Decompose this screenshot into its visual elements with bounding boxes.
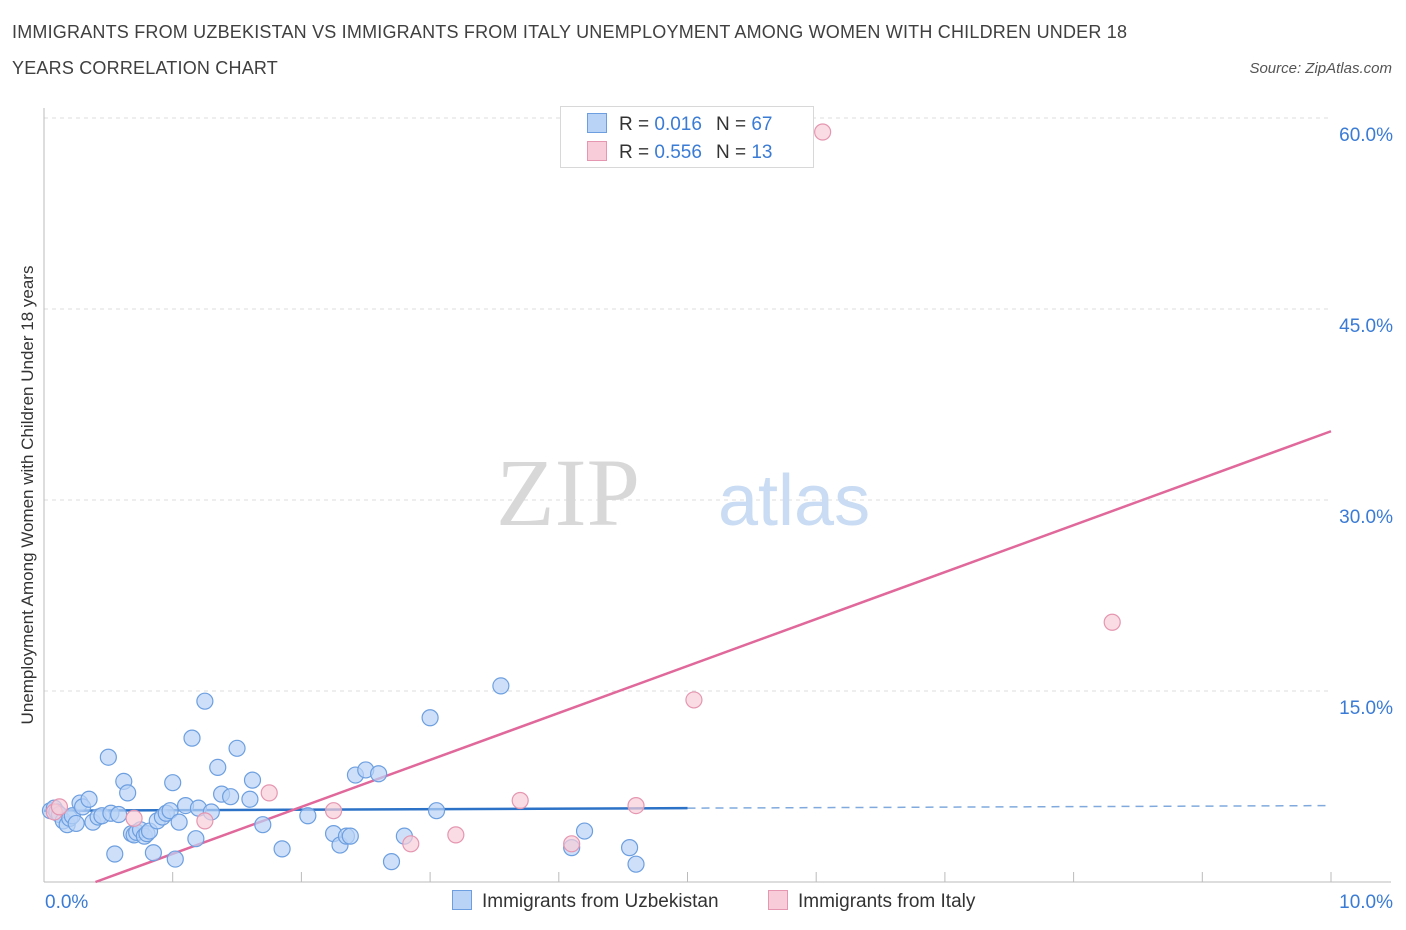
uzbekistan-point [161,802,179,820]
uzbekistan-point [187,830,205,848]
gridlines [44,117,1331,692]
n-value-italy: 13 [751,142,773,163]
uzbekistan-point [243,771,262,789]
uzbekistan-point [254,816,272,834]
chart-source: Source: ZipAtlas.com [1249,60,1392,77]
watermark-atlas: atlas [718,461,870,541]
uzbekistan-trend-line [43,806,688,812]
x-tick-label: 10.0% [1339,892,1393,913]
uzbekistan-point [164,774,182,792]
italy-trend-line [95,430,1332,884]
n-label: N = [715,114,747,135]
italy-swatch [587,141,607,161]
uzbekistan-point [370,765,388,783]
trend-lines [43,430,1332,884]
uzbekistan-point [110,805,128,824]
watermark: ZIP atlas [496,439,870,546]
italy-point [563,835,581,853]
uzbekistan-point [166,850,184,868]
uzbekistan-point [170,813,188,831]
uzbekistan-point [341,827,359,845]
y-tick-label: 30.0% [1339,507,1393,528]
r-label: R = [619,114,650,135]
uzbekistan-point [273,840,291,858]
uzbekistan-swatch [587,113,607,133]
y-tick-label: 15.0% [1339,698,1393,719]
uzbekistan-swatch [452,890,472,910]
axes [43,108,1391,883]
italy-point [447,826,465,844]
y-tick-label: 60.0% [1339,125,1393,146]
italy-point [511,791,529,810]
uzbekistan-point [144,844,162,862]
italy-point [685,691,703,709]
italy-point [402,835,420,853]
uzbekistan-point [241,790,259,808]
uzbekistan-point [99,748,117,766]
uzbekistan-point [620,839,639,857]
uzbekistan-point [119,784,137,802]
legend-row-italy: R = 0.556 N = 13 [587,141,772,165]
r-value-uzbekistan: 0.016 [654,114,702,135]
uzbekistan-point [228,739,246,757]
italy-point [50,798,69,816]
italy-point [627,796,645,815]
italy-point [260,784,278,802]
uzbekistan-point [575,822,594,840]
italy-swatch [768,890,788,910]
stats-legend: R = 0.016 N = 67 R = 0.556 N = 13 [560,106,814,168]
bottom-legend-uzbekistan: Immigrants from Uzbekistan [452,890,719,913]
uzbekistan-point [183,729,201,747]
n-value-uzbekistan: 67 [751,114,773,135]
n-label: N = [715,142,747,163]
uzbekistan-point [106,845,124,863]
y-axis-label: Unemployment Among Women with Children U… [18,265,37,725]
uzbekistan-point [492,677,510,695]
bottom-legend-italy: Immigrants from Italy [768,890,975,913]
data-points [41,123,1121,873]
uzbekistan-point [382,853,401,871]
uzbekistan-point [299,807,317,825]
r-label: R = [619,142,650,163]
series-name-uzbekistan: Immigrants from Uzbekistan [482,891,719,912]
series-name-italy: Immigrants from Italy [798,891,976,912]
uzbekistan-point [627,855,645,873]
italy-point [125,809,143,827]
uzbekistan-point [67,814,85,833]
uzbekistan-point [209,758,227,777]
uzbekistan-point [80,790,98,808]
tick-labels: 60.0% 45.0% 30.0% 15.0% 0.0% 10.0% [45,125,1393,913]
uzbekistan-point [421,709,439,727]
uzbekistan-point [196,692,214,710]
r-value-italy: 0.556 [654,142,702,163]
uzbekistan-trend-extension [687,804,1332,809]
chart-title: IMMIGRANTS FROM UZBEKISTAN VS IMMIGRANTS… [12,22,1128,78]
italy-point [814,123,832,141]
italy-point [324,802,343,820]
x-tick-label: 0.0% [45,892,88,913]
uzbekistan-point [222,788,240,806]
watermark-zip: ZIP [496,439,640,546]
italy-point [196,812,214,830]
italy-point [1103,613,1121,631]
uzbekistan-point [427,802,446,820]
legend-row-uzbekistan: R = 0.016 N = 67 [587,113,772,137]
y-tick-label: 45.0% [1339,316,1393,337]
